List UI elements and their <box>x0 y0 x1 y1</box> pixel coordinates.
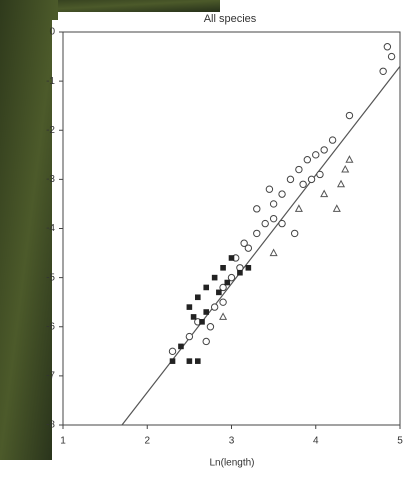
point <box>307 175 316 184</box>
x-axis-label: Ln(length) <box>209 458 254 469</box>
point <box>211 274 218 281</box>
point <box>299 180 307 188</box>
point <box>387 52 396 61</box>
y-tick-label: 0 <box>49 27 55 38</box>
point <box>269 200 278 208</box>
photo-strip <box>0 0 58 460</box>
chart-panel <box>52 20 407 460</box>
point <box>195 294 201 301</box>
point <box>195 358 201 364</box>
y-tick-label: -2 <box>46 125 55 136</box>
point <box>237 269 243 276</box>
point <box>253 205 261 213</box>
x-tick-label: 3 <box>229 436 235 447</box>
point <box>210 303 219 311</box>
point <box>169 358 176 364</box>
point <box>186 304 193 310</box>
point <box>379 67 387 76</box>
point <box>341 164 350 173</box>
point <box>278 190 286 198</box>
point <box>328 136 337 144</box>
point <box>245 265 252 271</box>
point <box>320 189 329 198</box>
x-tick-label: 5 <box>397 436 403 447</box>
point <box>290 229 299 238</box>
point <box>332 204 341 212</box>
point <box>265 185 274 193</box>
point <box>202 337 210 346</box>
point <box>227 273 236 282</box>
point <box>269 248 278 257</box>
point <box>345 155 354 163</box>
point <box>203 309 210 315</box>
point <box>295 165 303 174</box>
point <box>261 219 269 228</box>
y-tick-label: -3 <box>46 174 55 185</box>
point <box>168 347 177 356</box>
point <box>345 111 354 120</box>
point <box>219 312 228 320</box>
point <box>286 175 295 184</box>
y-tick-label: -1 <box>46 76 55 87</box>
point <box>312 151 320 159</box>
point <box>220 265 226 271</box>
x-tick-label: 1 <box>60 436 66 447</box>
point <box>278 219 286 228</box>
point <box>244 244 253 252</box>
y-tick-label: -5 <box>46 272 55 283</box>
point <box>206 323 215 331</box>
point <box>178 343 184 350</box>
point <box>219 298 227 306</box>
chart-title: All species <box>204 13 257 25</box>
point <box>303 156 312 164</box>
point <box>269 214 278 223</box>
point <box>190 314 197 320</box>
x-tick-label: 2 <box>144 436 150 447</box>
point <box>186 358 193 364</box>
point <box>240 239 248 247</box>
y-tick-label: -7 <box>46 371 55 382</box>
point <box>316 170 324 179</box>
point <box>185 332 194 341</box>
point <box>294 204 303 212</box>
y-tick-label: -8 <box>46 420 55 431</box>
point <box>383 43 392 51</box>
point <box>199 319 205 325</box>
x-tick-label: 4 <box>313 436 319 447</box>
point <box>253 229 261 238</box>
fit-line <box>121 66 401 426</box>
point <box>216 289 222 296</box>
point <box>219 283 227 292</box>
point <box>224 279 231 286</box>
point <box>228 255 235 261</box>
point <box>320 146 328 154</box>
y-tick-label: -4 <box>46 223 55 234</box>
point <box>203 284 210 291</box>
y-tick-label: -6 <box>46 321 55 332</box>
point <box>336 179 346 188</box>
